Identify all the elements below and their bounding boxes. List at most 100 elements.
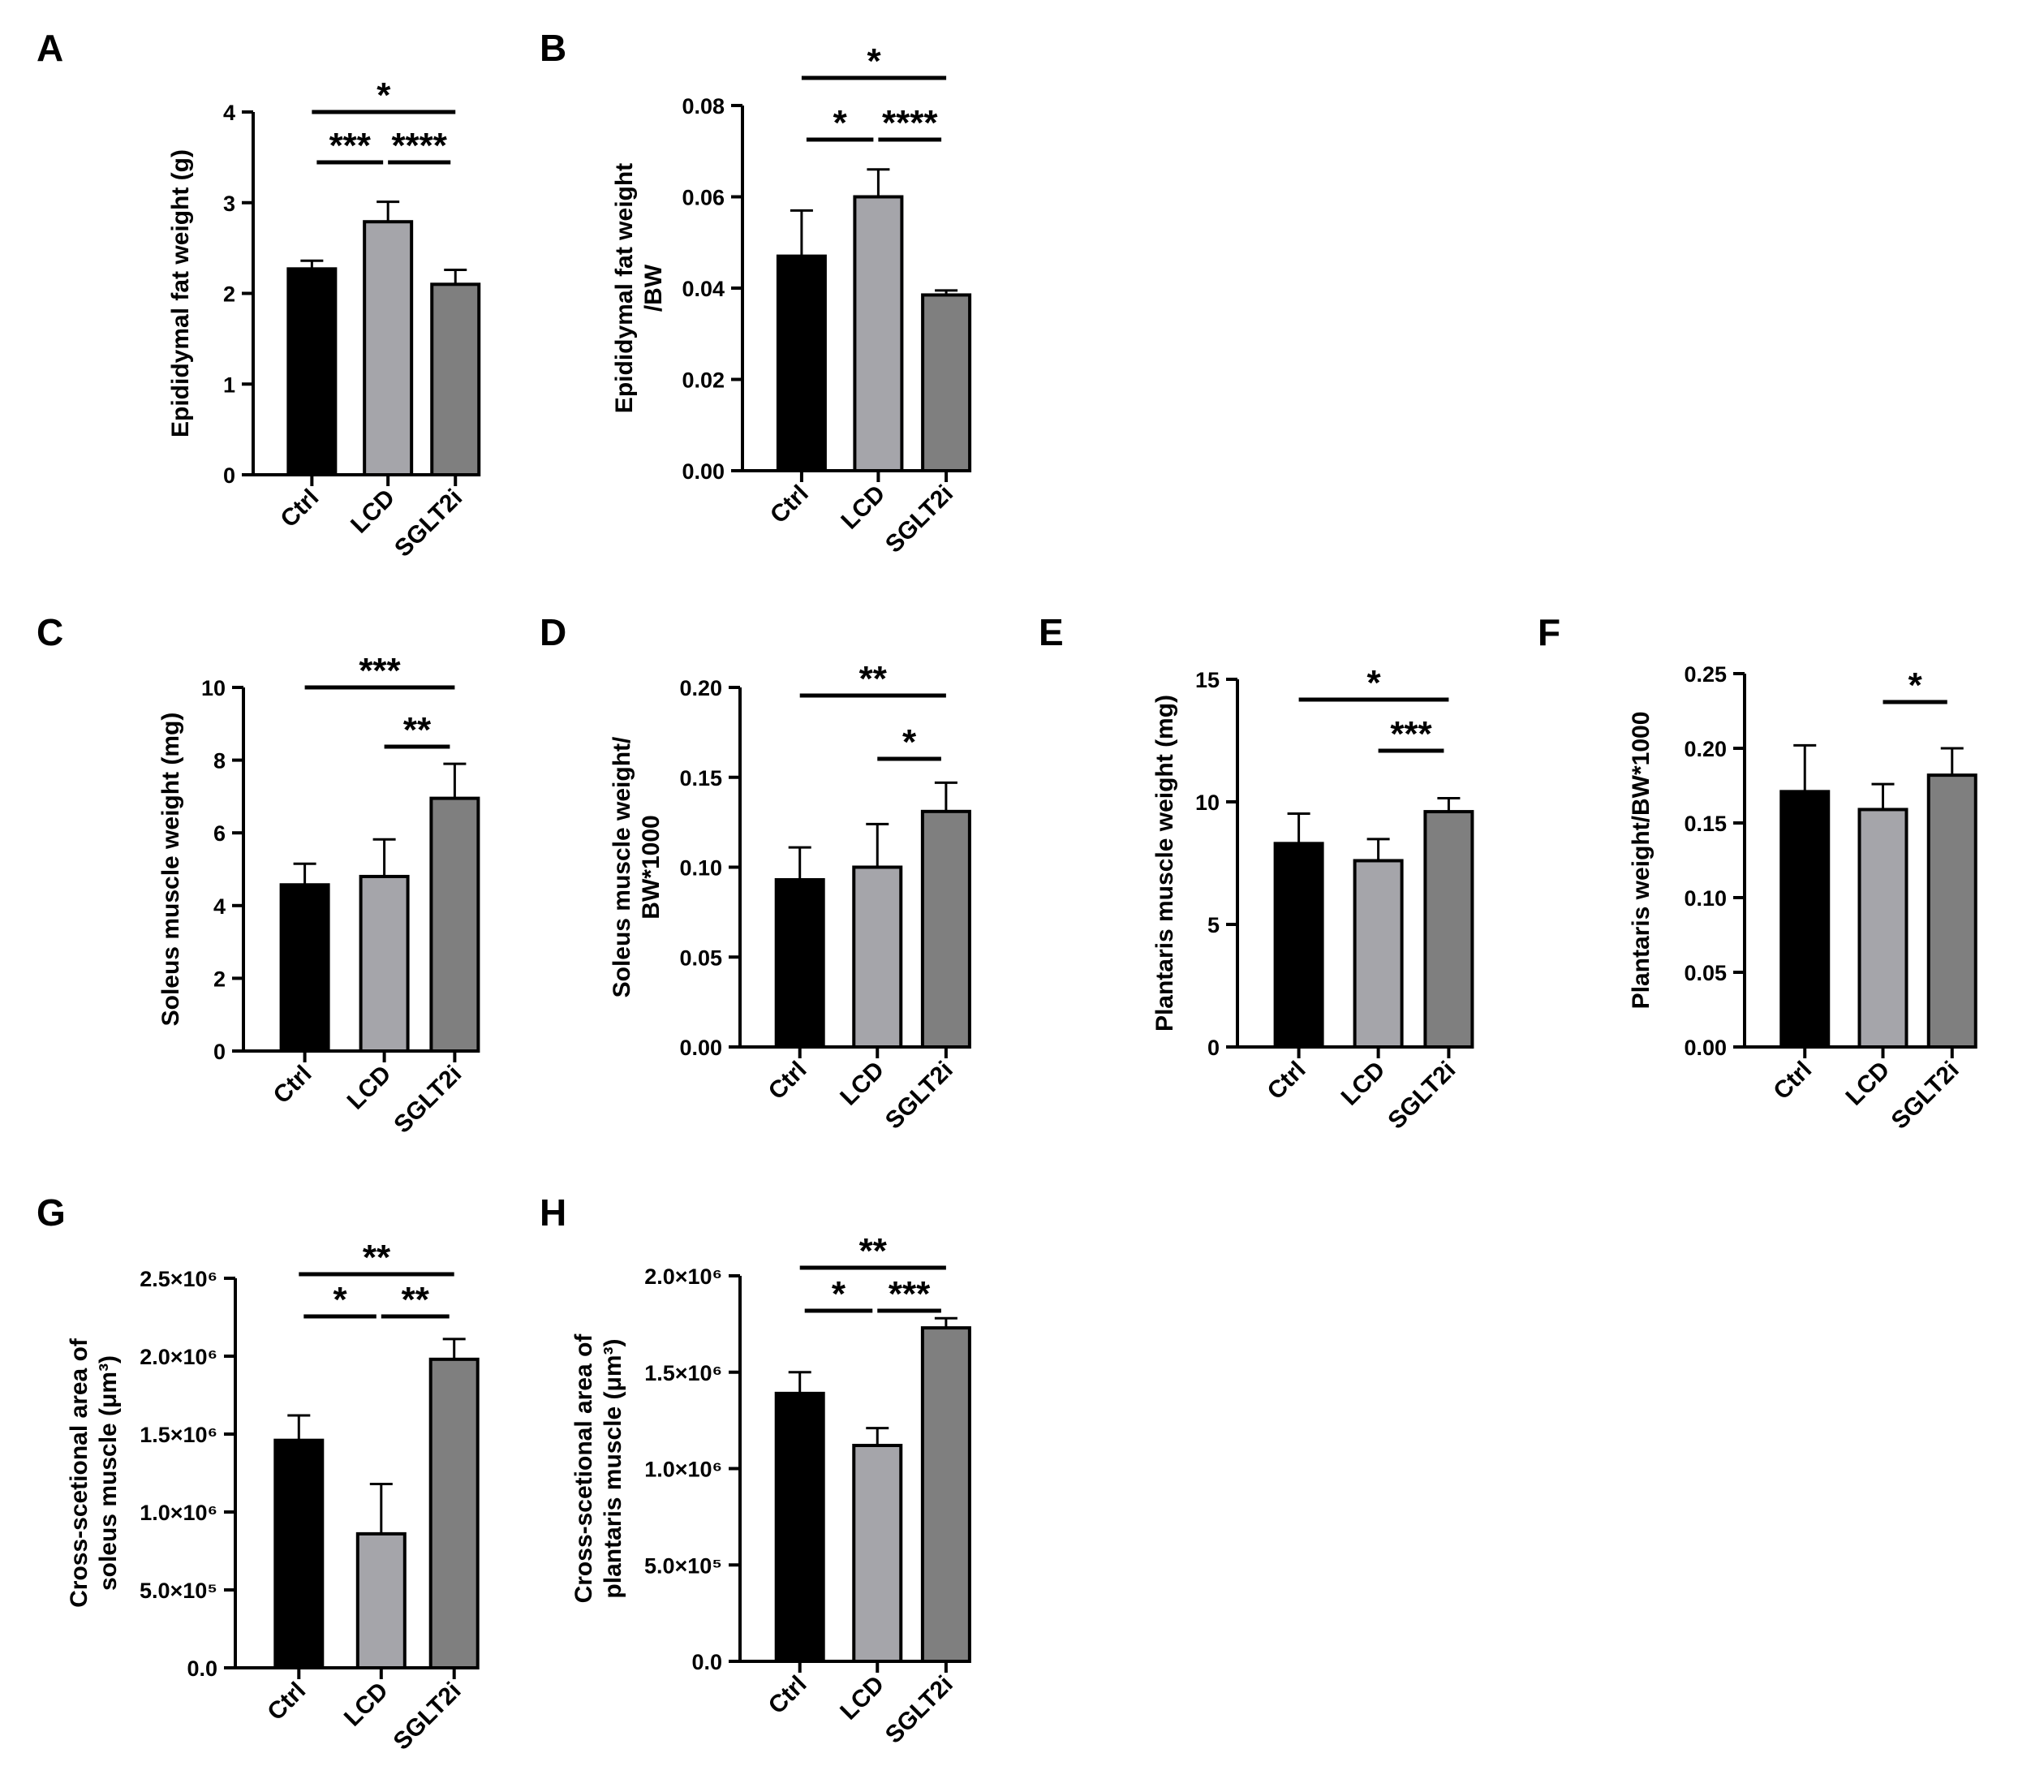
panel-letter: H (540, 1191, 566, 1234)
y-tick-label: 10 (1195, 790, 1220, 815)
bar-lcd (852, 1444, 903, 1663)
bar-sglt2i (920, 1326, 971, 1663)
x-category-label: SGLT2i (389, 1061, 467, 1139)
y-axis-title: Soleus muscle weight/ (609, 736, 635, 997)
y-axis-title: /BW (640, 264, 667, 312)
y-axis-title: plantaris muscle (μm³) (600, 1338, 626, 1598)
chart-panel-e: E 0 5 10 15 Plantaris muscle weight (mg) Ctrl L… (1039, 611, 1474, 1135)
y-tick-label: 4 (213, 894, 226, 919)
bar-lcd (1857, 808, 1908, 1049)
y-tick-label: 0.10 (679, 856, 722, 881)
bar-sglt2i (430, 282, 481, 477)
x-category-label: Ctrl (275, 485, 324, 533)
y-tick-label: 0.25 (1684, 662, 1727, 687)
y-tick-label: 2 (213, 967, 226, 991)
x-category-label: Ctrl (764, 1057, 812, 1105)
y-tick-label: 0.05 (679, 946, 722, 970)
y-tick-label: 0.06 (682, 186, 725, 210)
y-tick-label: 0.20 (1684, 737, 1727, 761)
panel-letter: G (37, 1191, 66, 1234)
panel-letter: F (1538, 611, 1560, 653)
bar-sglt2i (429, 796, 480, 1053)
bar-lcd (1353, 859, 1404, 1049)
significance-label: *** (359, 651, 401, 691)
x-category-label: Ctrl (765, 480, 814, 529)
x-category-label: SGLT2i (389, 1678, 467, 1755)
y-tick-label: 15 (1195, 668, 1220, 692)
bar-ctrl (1779, 790, 1831, 1049)
x-category-label: LCD (836, 480, 890, 535)
y-tick-label: 2.0×10⁶ (140, 1345, 217, 1369)
x-category-label: LCD (342, 1061, 397, 1115)
significance-label: * (867, 41, 881, 81)
x-category-label: LCD (835, 1057, 889, 1111)
significance-label: **** (882, 103, 938, 143)
y-tick-label: 0.08 (682, 94, 725, 118)
bar-ctrl (776, 254, 827, 472)
significance-label: **** (391, 126, 447, 166)
x-category-label: LCD (339, 1678, 394, 1732)
chart-panel-b: B 0.00 0.02 0.04 0.06 0.08 Epididymal fat weig… (540, 27, 972, 558)
y-tick-label: 0.00 (679, 1036, 722, 1060)
y-tick-label: 3 (223, 192, 235, 216)
x-category-label: LCD (835, 1671, 889, 1725)
y-tick-label: 1.0×10⁶ (644, 1458, 722, 1482)
panel-letter: D (540, 611, 566, 653)
x-category-label: SGLT2i (880, 1671, 958, 1749)
significance-label: * (377, 75, 391, 115)
y-tick-label: 1.0×10⁶ (140, 1501, 217, 1525)
y-tick-label: 5.0×10⁵ (140, 1579, 217, 1603)
x-category-label: SGLT2i (1383, 1057, 1461, 1135)
bar-ctrl (279, 883, 330, 1053)
y-tick-label: 0.00 (682, 459, 725, 484)
bar-ctrl (286, 267, 338, 477)
y-tick-label: 0.20 (679, 676, 722, 700)
y-axis-title: Epididymal fat weight (611, 163, 638, 413)
x-category-label: LCD (346, 485, 400, 539)
x-category-label: SGLT2i (880, 1057, 958, 1135)
significance-label: * (333, 1280, 347, 1320)
panel-letter: A (37, 27, 63, 69)
significance-label: ** (363, 1238, 391, 1277)
y-tick-label: 2.0×10⁶ (644, 1264, 722, 1289)
significance-label: ** (859, 1231, 888, 1271)
y-tick-label: 6 (213, 821, 226, 846)
significance-label: ** (859, 659, 888, 699)
x-category-label: SGLT2i (1887, 1057, 1964, 1135)
y-tick-label: 1.5×10⁶ (140, 1423, 217, 1447)
bar-lcd (359, 874, 410, 1053)
y-axis-title: Soleus muscle weight (mg) (157, 713, 184, 1027)
y-tick-label: 1 (223, 373, 235, 397)
y-axis-title: Plantaris muscle weight (mg) (1151, 695, 1178, 1032)
significance-label: *** (889, 1274, 931, 1314)
y-tick-label: 0 (223, 463, 235, 488)
bar-sglt2i (920, 809, 971, 1049)
panel-letter: E (1039, 611, 1064, 653)
bar-ctrl (1273, 842, 1324, 1049)
significance-label: * (902, 722, 917, 762)
chart-panel-g: G 0.0 5.0×10⁵ 1.0×10⁶ 1.5×10⁶ 2.0×10⁶ 2.5×10⁶ C… (37, 1191, 480, 1755)
bar-sglt2i (1423, 810, 1474, 1049)
y-tick-label: 0.10 (1684, 886, 1727, 911)
significance-label: * (832, 1274, 846, 1314)
y-tick-label: 2.5×10⁶ (140, 1267, 217, 1291)
panel-letter: B (540, 27, 566, 69)
significance-label: ** (402, 1280, 430, 1320)
y-tick-label: 0.04 (682, 277, 725, 301)
y-axis-title: soleus muscle (μm³) (95, 1355, 122, 1591)
y-tick-label: 5 (1207, 913, 1220, 937)
y-tick-label: 5.0×10⁵ (644, 1553, 722, 1578)
bar-sglt2i (921, 293, 972, 472)
y-tick-label: 0.02 (682, 368, 725, 393)
significance-label: * (1366, 663, 1381, 703)
significance-label: * (1908, 666, 1923, 705)
bar-lcd (363, 220, 414, 476)
bar-lcd (355, 1531, 407, 1669)
y-axis-title: Cross-scetional area of (570, 1333, 597, 1604)
x-category-label: SGLT2i (880, 480, 958, 558)
x-category-label: Ctrl (764, 1671, 812, 1720)
y-axis-title: BW*1000 (638, 815, 665, 919)
x-category-label: LCD (1841, 1057, 1896, 1111)
y-tick-label: 8 (213, 749, 226, 773)
